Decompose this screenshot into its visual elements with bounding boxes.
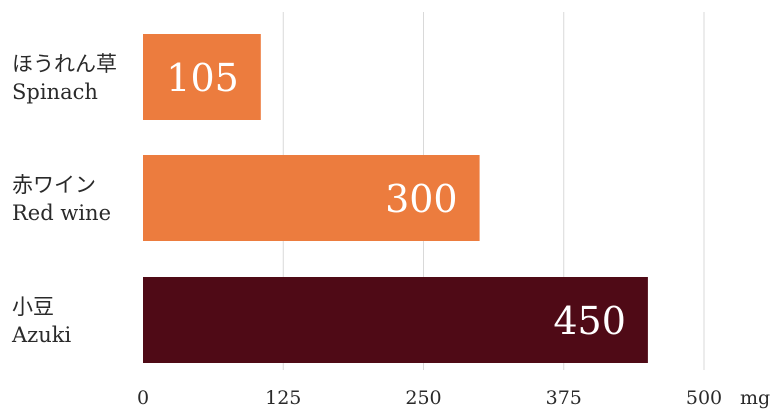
category-label-ja: 赤ワイン xyxy=(12,173,96,197)
category-label-en: Red wine xyxy=(12,201,111,225)
category-label-en: Azuki xyxy=(11,323,71,347)
bar xyxy=(143,34,261,120)
bar xyxy=(143,155,480,241)
category-label-ja: 小豆 xyxy=(12,295,54,319)
x-tick-label: 500 xyxy=(686,387,722,409)
x-unit-label: mg xyxy=(740,387,770,409)
bar-value-label: 450 xyxy=(553,299,626,343)
bar-value-label: 105 xyxy=(166,56,239,100)
category-label-en: Spinach xyxy=(12,80,98,104)
bar-value-label: 300 xyxy=(385,177,458,221)
x-tick-label: 250 xyxy=(405,387,441,409)
x-tick-label: 0 xyxy=(137,387,149,409)
category-label-ja: ほうれん草 xyxy=(12,52,117,76)
x-tick-label: 375 xyxy=(546,387,582,409)
x-tick-label: 125 xyxy=(265,387,301,409)
bar xyxy=(143,277,648,363)
